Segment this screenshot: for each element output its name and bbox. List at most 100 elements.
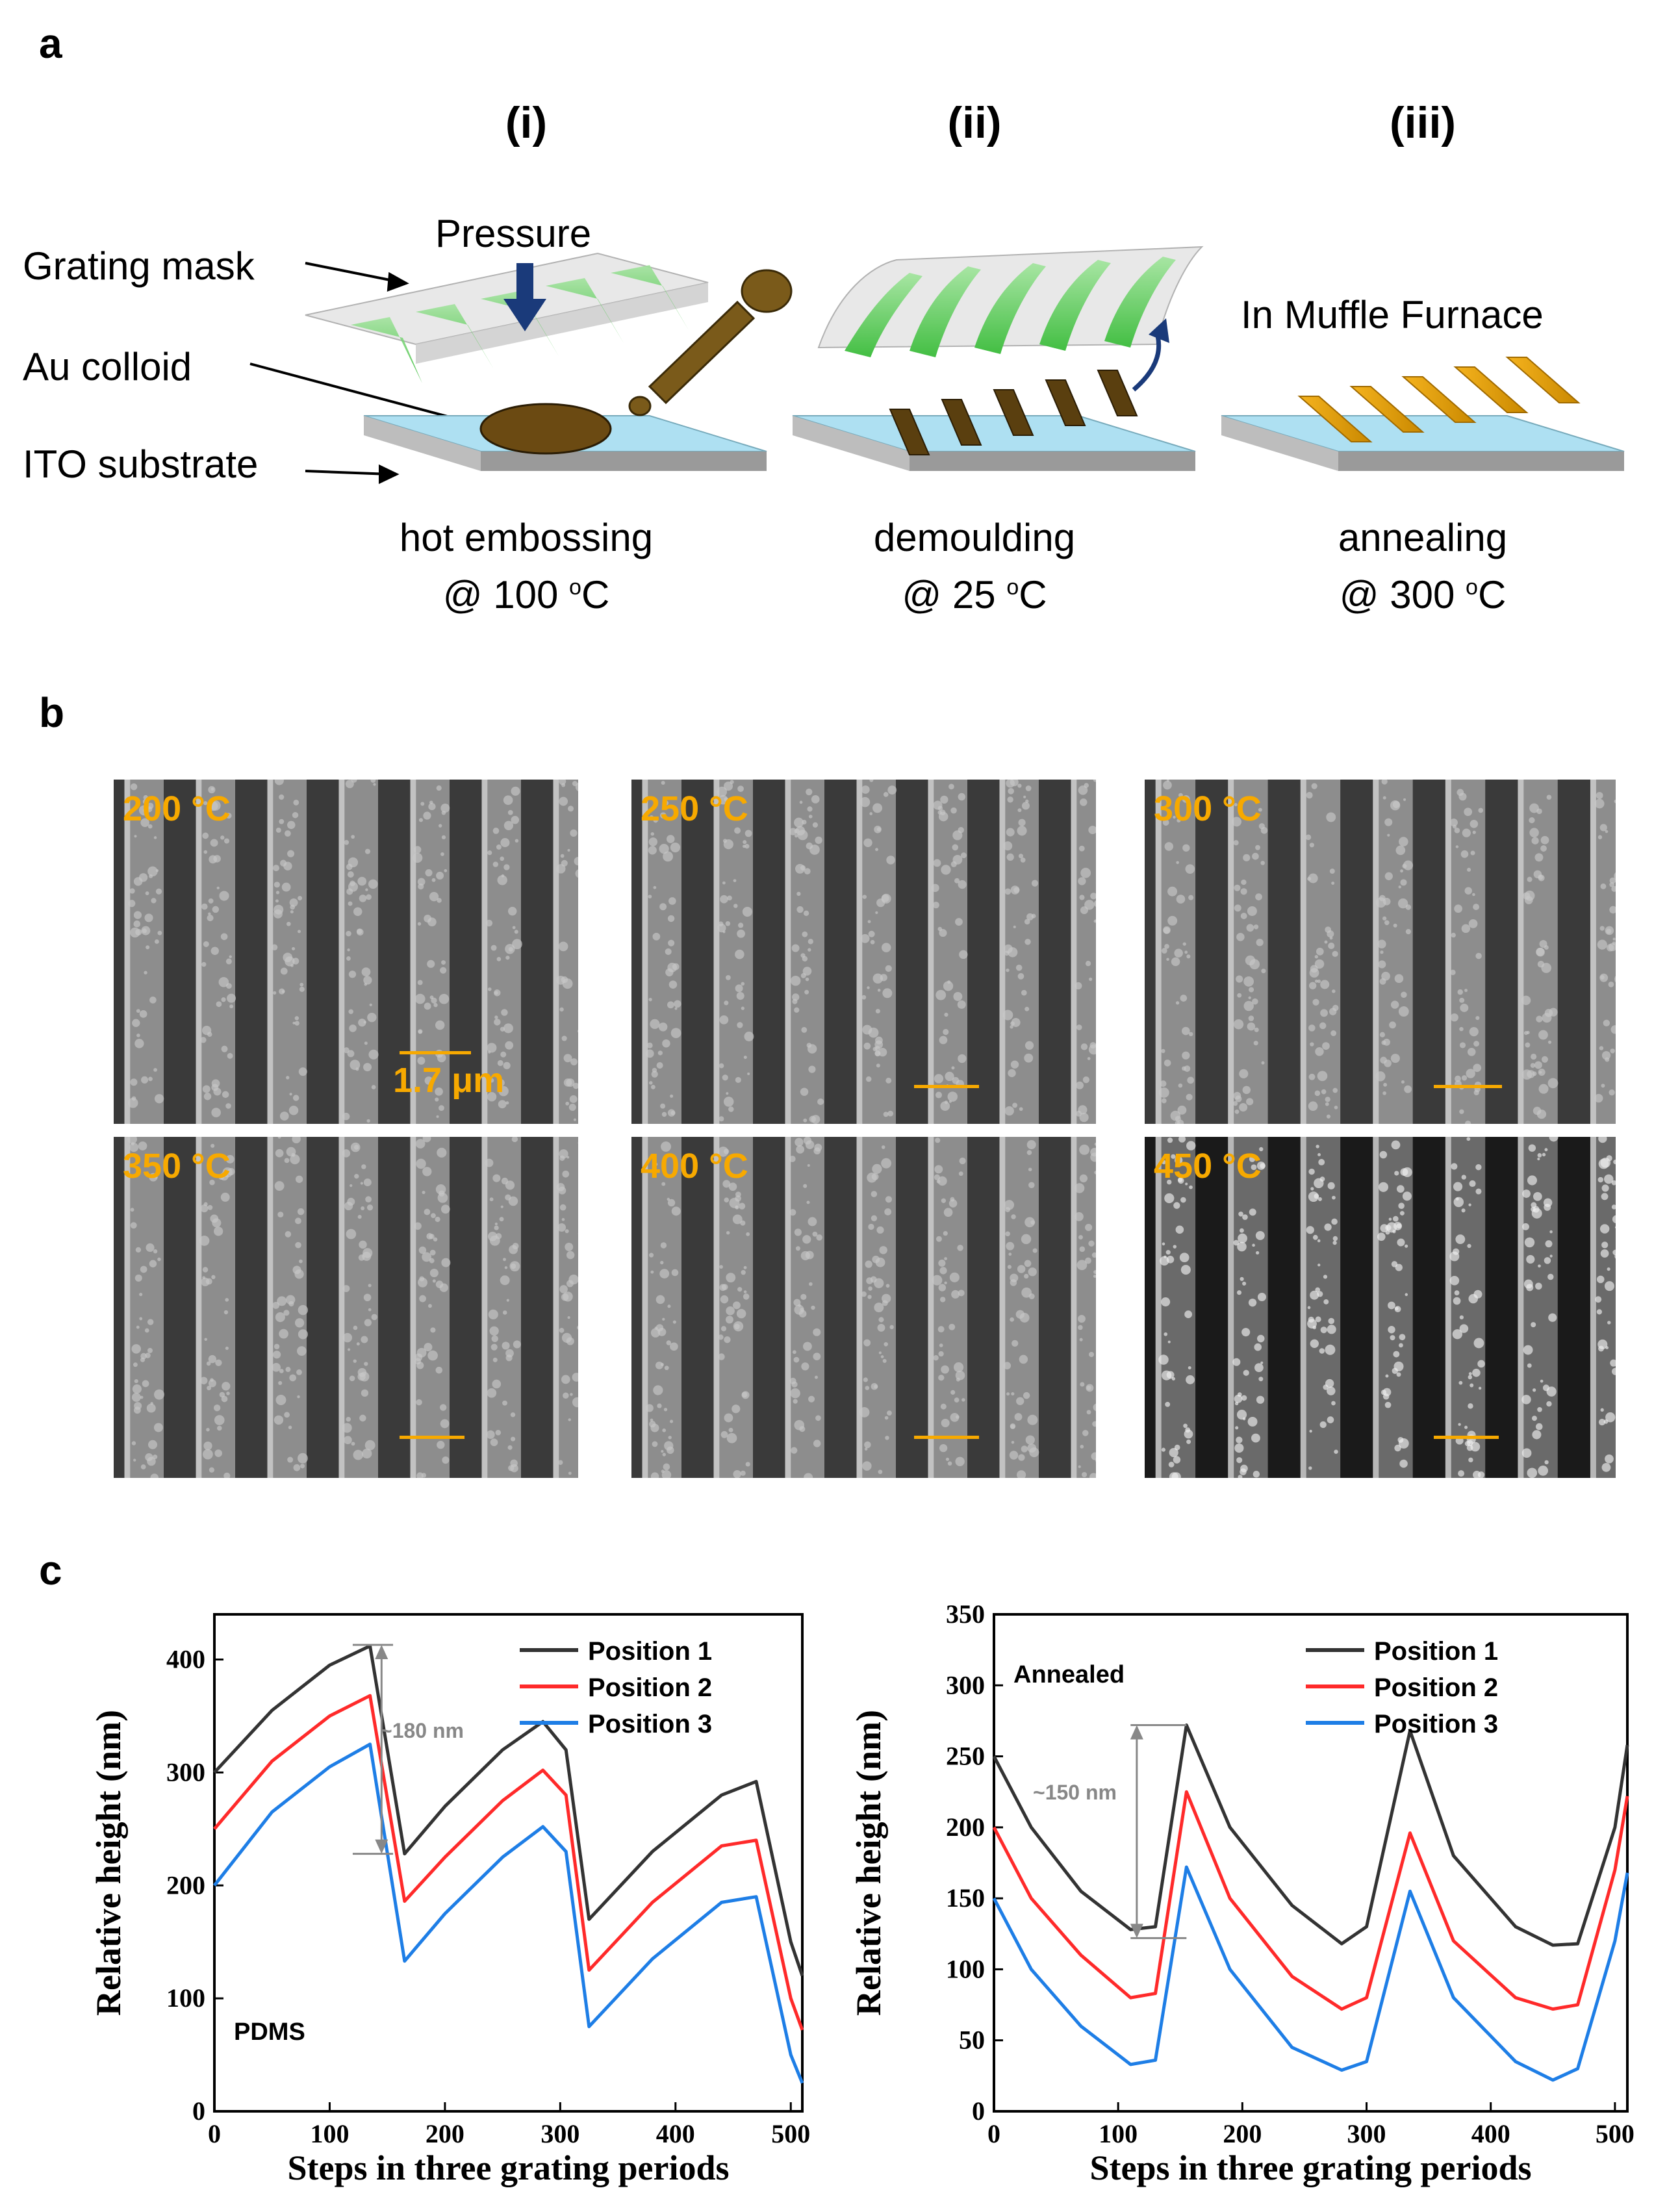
measure-arrow-head: [375, 1644, 388, 1659]
sem-image-450c: 450 °C: [1145, 1137, 1616, 1478]
ito-substrate-label: ITO substrate: [23, 442, 259, 486]
x-tick-label: 100: [310, 2119, 349, 2148]
legend-label: Position 2: [1374, 1673, 1498, 1702]
sem-stripes: [114, 1137, 578, 1478]
sem-temp-label: 450 °C: [1154, 1147, 1262, 1186]
scale-bar: [1434, 1085, 1502, 1088]
scale-bar: [400, 1436, 464, 1439]
pressure-arrow: [503, 263, 546, 331]
pressure-label: Pressure: [435, 212, 592, 255]
x-tick-label: 400: [656, 2119, 695, 2148]
step-2-temp-sup: o: [1006, 575, 1019, 600]
y-tick-label: 250: [946, 1742, 985, 1771]
step-1-title: (i): [505, 98, 548, 147]
panel-annotation: Annealed: [1013, 1661, 1125, 1688]
step-2-caption-text: demoulding: [873, 516, 1076, 559]
y-tick-label: 100: [166, 1983, 205, 2013]
step-3-temp-value: @ 300: [1339, 573, 1455, 617]
y-tick-label: 50: [959, 2026, 985, 2055]
scale-bar-text: 1.7 μm: [393, 1061, 505, 1100]
legend-label: Position 3: [1374, 1710, 1498, 1738]
chart-annealed: 0 100 200 300 400 500 0 50 100 150 200 250 300 350 Ste…: [849, 1599, 1635, 2187]
sem-temp-label: 250 °C: [641, 789, 748, 828]
au-colloid-label: Au colloid: [23, 345, 192, 388]
measure-label: ~150 nm: [1033, 1781, 1117, 1804]
x-tick-label: 500: [771, 2119, 810, 2148]
legend-label: Position 1: [588, 1637, 712, 1666]
demould-arrow-head: [1149, 318, 1169, 343]
sem-stripes: [1145, 780, 1616, 1124]
series-line-2: [992, 1790, 1629, 2011]
panel-c-letter: c: [39, 1547, 62, 1594]
x-tick-label: 300: [1347, 2119, 1386, 2148]
sem-stripes: [114, 780, 578, 1124]
x-tick-label: 0: [208, 2119, 221, 2148]
x-axis-label: Steps in three grating periods: [1089, 2148, 1531, 2187]
step-3-title: (iii): [1390, 98, 1456, 147]
sem-temp-label: 300 °C: [1154, 789, 1262, 828]
step-1-temp-value: @ 100: [442, 573, 559, 617]
step-1-temp: @ 100 oC: [299, 563, 754, 620]
y-tick-label: 0: [192, 2096, 205, 2126]
sem-temp-label: 400 °C: [641, 1147, 748, 1186]
y-tick-label: 200: [946, 1812, 985, 1842]
panel-b-letter: b: [39, 689, 65, 736]
measure-label: ~180 nm: [380, 1719, 464, 1742]
series-line-3: [992, 1865, 1629, 2082]
x-tick-label: 200: [1223, 2119, 1262, 2148]
x-tick-label: 100: [1099, 2119, 1138, 2148]
x-axis-label: Steps in three grating periods: [287, 2148, 729, 2187]
annealed-gold-lines: [1297, 357, 1581, 442]
sem-image-200c: 200 °C 1.7 μm: [114, 780, 578, 1124]
step-3-temp: @ 300 oC: [1195, 563, 1650, 620]
sem-temp-label: 350 °C: [123, 1147, 231, 1186]
panel-annotation: PDMS: [234, 2018, 305, 2046]
sem-stripes: [631, 1137, 1096, 1478]
measure-arrow-head: [1130, 1924, 1143, 1939]
x-tick-label: 0: [987, 2119, 1000, 2148]
step2-lifted-mask: [817, 246, 1204, 357]
legend-label: Position 1: [1374, 1637, 1498, 1666]
y-tick-label: 300: [946, 1670, 985, 1699]
plot-frame: [993, 1613, 1629, 2113]
step-2-temp: @ 25 oC: [747, 563, 1202, 620]
x-tick-label: 200: [426, 2119, 464, 2148]
sem-image-350c: 350 °C: [114, 1137, 578, 1478]
series-line-1: [213, 1644, 804, 1977]
sem-stripes: [1145, 1137, 1616, 1478]
sem-image-300c: 300 °C: [1145, 780, 1616, 1124]
x-tick-label: 300: [541, 2119, 579, 2148]
sem-image-250c: 250 °C: [631, 780, 1096, 1124]
series-line-2: [213, 1694, 804, 2031]
step-3-caption: annealing @ 300 oC: [1195, 513, 1650, 620]
step-3-caption-text: annealing: [1338, 516, 1508, 559]
x-tick-label: 500: [1596, 2119, 1635, 2148]
panel-a-letter: a: [39, 20, 62, 67]
x-tick-label: 400: [1471, 2119, 1510, 2148]
step2-substrate: [792, 415, 1196, 471]
fabrication-schematic: [249, 246, 1625, 485]
step-2-caption: demoulding @ 25 oC: [747, 513, 1202, 620]
y-axis-label: Relative height (nm): [849, 1710, 888, 2016]
series-line-3: [213, 1742, 804, 2084]
y-tick-label: 300: [166, 1757, 205, 1786]
grating-mask-label: Grating mask: [23, 244, 255, 288]
step-1-temp-sup: o: [569, 575, 581, 600]
scale-bar: [914, 1085, 979, 1088]
series-line-1: [992, 1723, 1629, 1947]
step-1-temp-unit: C: [581, 573, 610, 617]
step-2-title: (ii): [947, 98, 1002, 147]
legend-label: Position 2: [588, 1673, 712, 1702]
step-3-temp-unit: C: [1477, 573, 1507, 617]
scale-bar: [400, 1051, 471, 1054]
sem-temp-label: 200 °C: [123, 789, 231, 828]
scale-bar: [1434, 1436, 1499, 1439]
legend-label: Position 3: [588, 1710, 712, 1738]
au-colloid-drop: [479, 403, 612, 455]
step-2-temp-value: @ 25: [902, 573, 996, 617]
step-2-temp-unit: C: [1019, 573, 1047, 617]
plot-frame: [213, 1613, 804, 2113]
sem-stripes: [631, 780, 1096, 1124]
step3-substrate: [1221, 415, 1625, 471]
